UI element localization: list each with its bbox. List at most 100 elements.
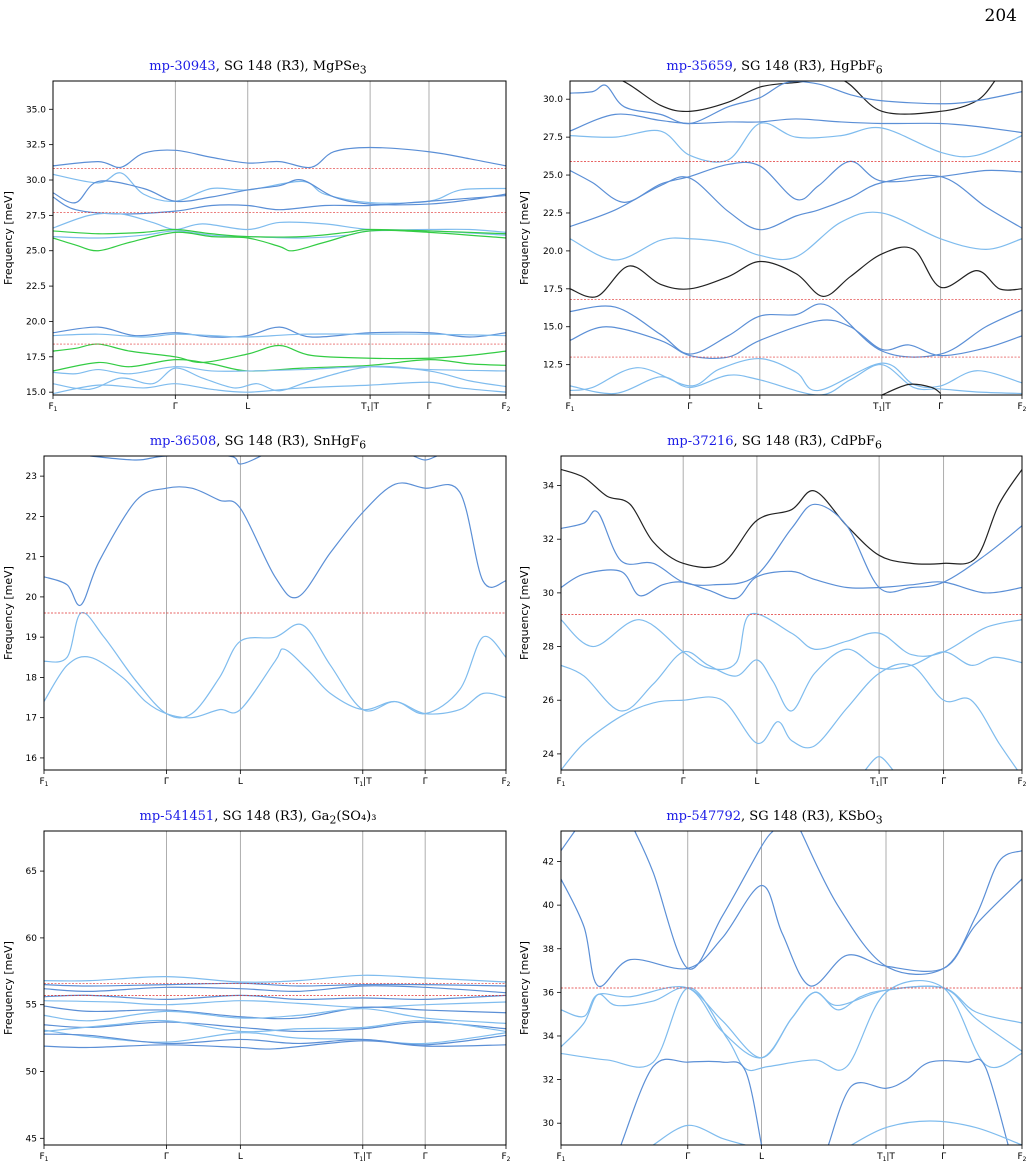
y-tick-label: 18 (26, 673, 38, 683)
x-tick: L (238, 770, 243, 787)
band-structure-plot: 45 50 55 60 65 F1 Γ L T1|T Γ F2 Frequency [meV] (2, 830, 511, 1163)
x-tick-label: Γ (423, 1152, 428, 1162)
x-tick: Γ (164, 770, 169, 787)
y-tick-label: 55 (26, 1001, 37, 1011)
band-line (53, 343, 506, 364)
band-line (570, 357, 1022, 392)
material-id-link[interactable]: mp-36508 (149, 434, 217, 449)
band-line (53, 381, 506, 395)
x-tick-label: F2 (1017, 777, 1026, 788)
y-tick-label: 28 (543, 643, 555, 653)
band-line (851, 1120, 1022, 1145)
plot-frame (560, 455, 1023, 771)
x-tick-label: F2 (501, 1152, 510, 1163)
band-line (634, 831, 774, 970)
band-line (652, 1124, 746, 1145)
band-line (561, 648, 1022, 712)
y-tick-label: 40 (543, 901, 555, 911)
x-tick: F1 (565, 395, 575, 413)
band-line (44, 648, 506, 719)
y-tick: 17.5 (26, 353, 53, 363)
panel-mp-541451: mp-541451, SG 148 (R3̄), Ga2(SO₄)₃ 45 50 5… (0, 805, 516, 1170)
x-tick-label: F2 (1017, 1152, 1026, 1163)
y-tick-label: 12.5 (543, 361, 563, 371)
y-tick-label: 23 (26, 472, 37, 482)
x-tick-label: T1|T (353, 1152, 372, 1163)
x-tick-label: L (245, 402, 250, 412)
y-tick-label: 30 (543, 1119, 555, 1129)
band-line (53, 365, 506, 392)
material-id-link[interactable]: mp-547792 (666, 809, 742, 824)
band-line (570, 319, 1022, 360)
title-tail: (SO₄)₃ (336, 809, 377, 824)
x-tick: T1|T (869, 770, 889, 788)
x-tick-label: L (759, 1152, 764, 1162)
x-tick-label: F2 (501, 402, 510, 413)
y-tick: 55 (26, 1001, 44, 1011)
title-subscript: 3 (875, 813, 883, 827)
material-id-link[interactable]: mp-37216 (667, 434, 734, 449)
band-line (44, 1000, 506, 1008)
material-id-link[interactable]: mp-35659 (666, 59, 733, 74)
band-line (90, 456, 262, 465)
x-tick: Γ (426, 395, 431, 412)
band-line (53, 326, 506, 338)
x-tick: F1 (39, 770, 49, 788)
band-line (53, 333, 506, 338)
panel-mp-36508: mp-36508, SG 148 (R3̄), SnHgF6 16 17 18 19 2… (0, 430, 516, 795)
band-line (570, 81, 996, 115)
title-subscript: 6 (359, 438, 367, 452)
y-tick: 34 (543, 482, 561, 492)
material-id-link[interactable]: mp-541451 (139, 809, 215, 824)
x-tick-label: F1 (48, 402, 57, 413)
band-line (44, 1005, 506, 1020)
y-tick-label: 60 (26, 934, 38, 944)
x-tick-label: F1 (39, 1152, 48, 1163)
x-tick: L (245, 395, 250, 412)
band-line (561, 831, 576, 851)
x-tick-label: T1|T (869, 777, 888, 788)
y-tick-label: 27.5 (543, 133, 563, 143)
band-line (570, 211, 1022, 261)
band-line (44, 985, 506, 994)
band-line (44, 612, 506, 719)
x-tick: T1|T (353, 770, 372, 788)
band-line (800, 831, 1022, 975)
x-tick-label: T1|T (353, 777, 372, 788)
title-subscript: 3 (359, 63, 367, 77)
y-tick-label: 19 (26, 633, 38, 643)
x-tick-label: L (238, 1152, 243, 1162)
title-text: , SG 148 (R3̄), SnHgF (216, 434, 360, 449)
band-line (44, 482, 506, 607)
y-tick-label: 38 (543, 945, 555, 955)
x-tick-label: L (754, 777, 759, 787)
y-tick-label: 30.0 (26, 176, 46, 186)
y-tick-label: 25.0 (26, 247, 46, 257)
x-tick: F1 (39, 1145, 49, 1163)
x-tick: F1 (48, 395, 58, 413)
x-tick-label: F2 (1017, 402, 1026, 413)
y-tick: 25.0 (26, 247, 53, 257)
band-line (53, 172, 506, 204)
x-tick: F1 (556, 1145, 566, 1163)
panel-title: mp-35659, SG 148 (R3̄), HgPbF6 (516, 59, 1033, 77)
title-text: , SG 148 (R3̄), HgPbF (732, 59, 876, 74)
y-tick: 20.0 (543, 247, 570, 257)
y-tick-label: 22.5 (543, 209, 563, 219)
y-tick-label: 22 (26, 512, 37, 522)
panel-title: mp-30943, SG 148 (R3̄), MgPSe3 (0, 59, 516, 77)
y-tick: 32 (543, 535, 561, 545)
material-id-link[interactable]: mp-30943 (149, 59, 216, 74)
y-tick: 15.0 (543, 323, 570, 333)
plot-frame (43, 455, 507, 771)
x-tick-label: Γ (941, 777, 946, 787)
y-tick: 16 (26, 754, 44, 764)
y-tick-label: 65 (26, 867, 37, 877)
x-tick-label: L (238, 777, 243, 787)
y-tick: 22.5 (543, 209, 570, 219)
x-tick-label: L (757, 402, 762, 412)
band-line (561, 503, 1022, 593)
y-tick: 23 (26, 472, 44, 482)
y-tick: 20.0 (26, 317, 53, 327)
y-axis-label: Frequency [meV] (2, 191, 15, 285)
